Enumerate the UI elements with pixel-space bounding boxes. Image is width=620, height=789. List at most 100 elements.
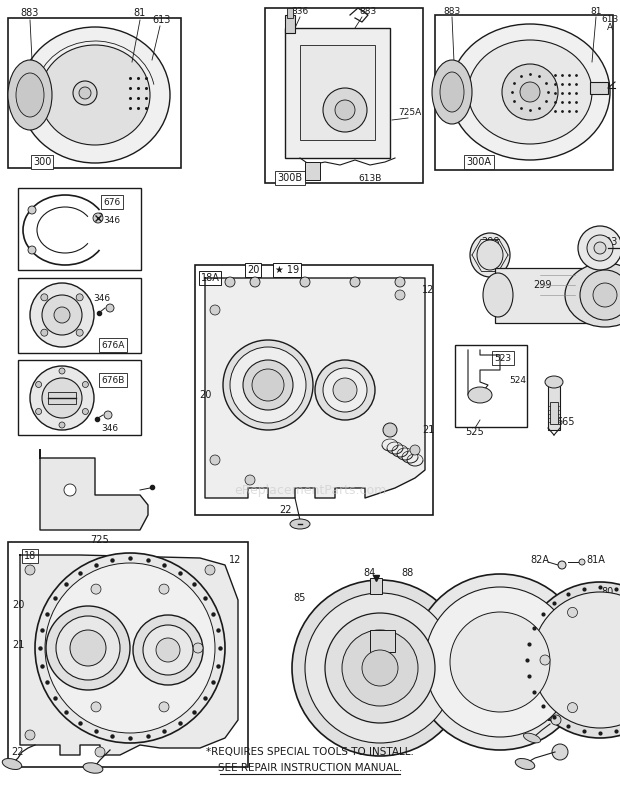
Circle shape [315, 360, 375, 420]
Circle shape [325, 613, 435, 723]
Circle shape [323, 88, 367, 132]
Text: 12: 12 [422, 285, 434, 295]
Bar [8, 18, 181, 168]
Circle shape [76, 329, 83, 336]
Text: 300B: 300B [277, 173, 303, 183]
Circle shape [106, 304, 114, 312]
Circle shape [558, 561, 566, 569]
Circle shape [350, 277, 360, 287]
Circle shape [532, 592, 620, 728]
Circle shape [580, 270, 620, 320]
Text: 81A: 81A [587, 555, 606, 565]
Circle shape [205, 565, 215, 575]
Text: 18: 18 [24, 551, 36, 561]
Circle shape [95, 747, 105, 757]
Text: 189: 189 [569, 710, 587, 720]
Circle shape [243, 360, 293, 410]
Text: 12: 12 [229, 555, 241, 565]
Circle shape [159, 584, 169, 594]
Ellipse shape [545, 376, 563, 388]
Circle shape [91, 584, 101, 594]
Polygon shape [20, 555, 238, 755]
Bar [548, 380, 560, 430]
Circle shape [551, 715, 561, 725]
Circle shape [567, 703, 577, 712]
Text: 82: 82 [542, 713, 554, 723]
Circle shape [579, 559, 585, 565]
Ellipse shape [83, 763, 103, 773]
Ellipse shape [440, 72, 464, 112]
Circle shape [383, 423, 397, 437]
Circle shape [567, 608, 577, 617]
Circle shape [93, 213, 103, 223]
Ellipse shape [40, 45, 150, 145]
Bar [590, 82, 608, 94]
Text: 346: 346 [104, 215, 120, 225]
Ellipse shape [450, 24, 610, 160]
Circle shape [45, 563, 215, 733]
Text: ●: ● [97, 212, 103, 218]
Circle shape [143, 625, 193, 675]
Circle shape [593, 283, 617, 307]
Text: eReplacementParts.com: eReplacementParts.com [234, 484, 386, 496]
Circle shape [342, 630, 418, 706]
Circle shape [35, 409, 42, 414]
Circle shape [46, 606, 130, 690]
Text: 613B: 613B [358, 174, 382, 182]
Text: 665: 665 [557, 417, 575, 427]
Circle shape [323, 368, 367, 412]
Circle shape [335, 100, 355, 120]
Text: SEE REPAIR INSTRUCTION MANUAL.: SEE REPAIR INSTRUCTION MANUAL. [218, 763, 402, 773]
Text: 299: 299 [534, 280, 552, 290]
Text: 883: 883 [360, 6, 376, 16]
Circle shape [193, 643, 203, 653]
Ellipse shape [477, 240, 503, 270]
Circle shape [42, 295, 82, 335]
Text: 86
87
89: 86 87 89 [360, 650, 370, 680]
Text: 725A: 725A [399, 107, 422, 117]
Text: 676B: 676B [101, 376, 125, 384]
Ellipse shape [470, 233, 510, 277]
Bar [285, 28, 390, 158]
Text: 79: 79 [590, 673, 602, 683]
Text: 22: 22 [12, 747, 24, 757]
Bar [8, 542, 248, 767]
Circle shape [520, 82, 540, 102]
Circle shape [76, 294, 83, 301]
Circle shape [41, 294, 48, 301]
Text: 20: 20 [247, 265, 259, 275]
Circle shape [223, 340, 313, 430]
Bar [370, 578, 382, 594]
Circle shape [59, 422, 65, 428]
Bar [495, 268, 605, 323]
Polygon shape [40, 450, 148, 530]
Text: 613: 613 [153, 15, 171, 25]
Ellipse shape [523, 733, 541, 743]
Ellipse shape [578, 226, 620, 270]
Text: 346: 346 [102, 424, 118, 432]
Text: 523: 523 [494, 353, 512, 362]
Circle shape [30, 283, 94, 347]
Text: 298: 298 [480, 237, 499, 247]
Text: 303: 303 [600, 237, 618, 247]
Text: 81: 81 [590, 6, 602, 16]
Ellipse shape [2, 758, 22, 769]
Text: 20: 20 [199, 390, 211, 400]
Circle shape [425, 587, 575, 737]
Text: 82A: 82A [531, 555, 549, 565]
Bar [300, 45, 375, 140]
Text: 676: 676 [104, 197, 121, 207]
Circle shape [250, 277, 260, 287]
Circle shape [522, 582, 620, 738]
Circle shape [79, 87, 91, 99]
Circle shape [225, 277, 235, 287]
Bar [455, 345, 527, 427]
Circle shape [300, 277, 310, 287]
Text: 525: 525 [466, 427, 484, 437]
Text: 20: 20 [12, 600, 24, 610]
Circle shape [594, 242, 606, 254]
Text: 300: 300 [33, 157, 51, 167]
Circle shape [25, 730, 35, 740]
Circle shape [41, 329, 48, 336]
Ellipse shape [290, 519, 310, 529]
